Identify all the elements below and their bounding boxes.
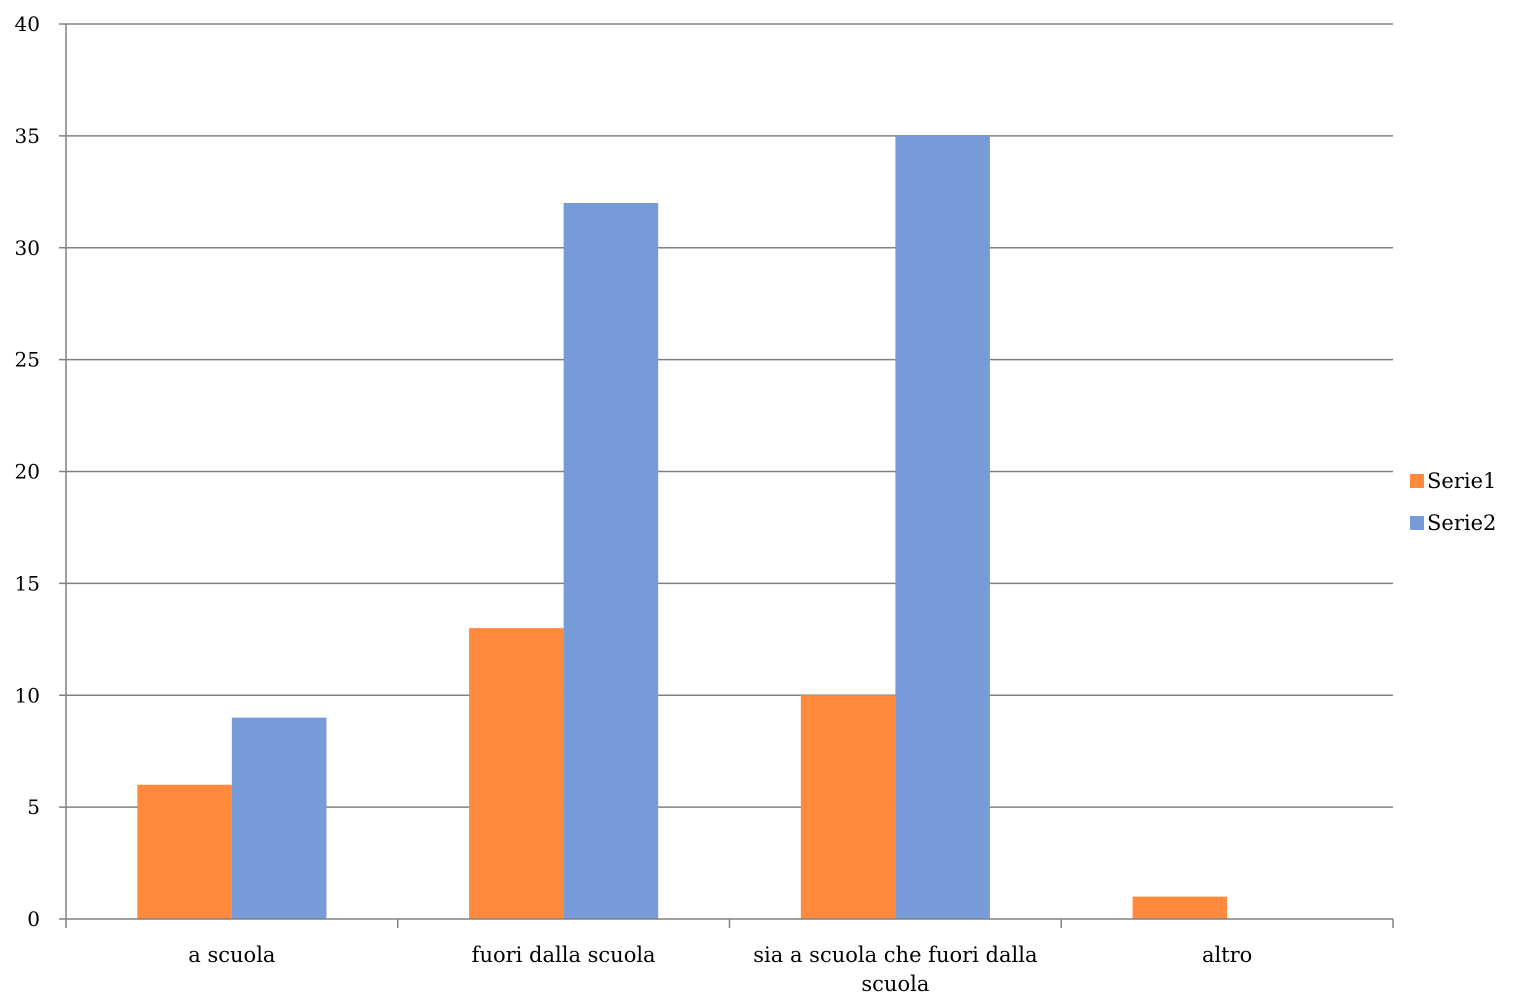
bar-serie1-2 (469, 628, 564, 919)
bar-serie1-1 (137, 784, 232, 919)
axes (59, 23, 1394, 928)
x-tick-label-line: scuola (861, 972, 929, 996)
y-tick-label: 5 (27, 795, 40, 819)
legend-item-serie1: Serie1 (1410, 469, 1496, 493)
y-tick-label: 40 (15, 12, 40, 36)
x-tick-label: fuori dalla scuola (472, 943, 656, 967)
bar-serie1-4 (1132, 896, 1228, 919)
x-tick-label-line: sia a scuola che fuori dalla (753, 943, 1037, 967)
legend-swatch (1410, 516, 1424, 530)
axis-labels: 0 5 10 15 20 25 30 35 40 a scuola fuori dalla scuo… (15, 12, 1253, 996)
bars (137, 135, 1228, 919)
legend-label: Serie1 (1427, 469, 1496, 493)
bar-serie2-1 (231, 717, 327, 919)
y-tick-label: 0 (27, 907, 40, 931)
bar-serie2-2 (563, 203, 659, 919)
bar-serie2-3 (895, 135, 990, 919)
legend-swatch (1410, 474, 1424, 488)
x-tick-label: sia a scuola che fuori dalla scuola (753, 943, 1037, 996)
gridlines (66, 23, 1393, 808)
y-tick-label: 25 (15, 348, 40, 372)
x-tick-label-line: a scuola (188, 943, 275, 967)
x-tick-label: altro (1202, 943, 1252, 967)
legend: Serie1 Serie2 (1410, 469, 1496, 535)
x-tick-label-line: altro (1202, 943, 1252, 967)
x-tick-label-line: fuori dalla scuola (472, 943, 656, 967)
y-tick-label: 35 (15, 124, 40, 148)
y-tick-label: 30 (15, 236, 40, 260)
bar-serie1-3 (800, 695, 896, 919)
y-tick-label: 15 (15, 571, 40, 595)
y-tick-label: 10 (15, 683, 40, 707)
x-tick-label: a scuola (188, 943, 275, 967)
legend-item-serie2: Serie2 (1410, 511, 1496, 535)
legend-label: Serie2 (1427, 511, 1496, 535)
y-tick-label: 20 (15, 460, 40, 484)
